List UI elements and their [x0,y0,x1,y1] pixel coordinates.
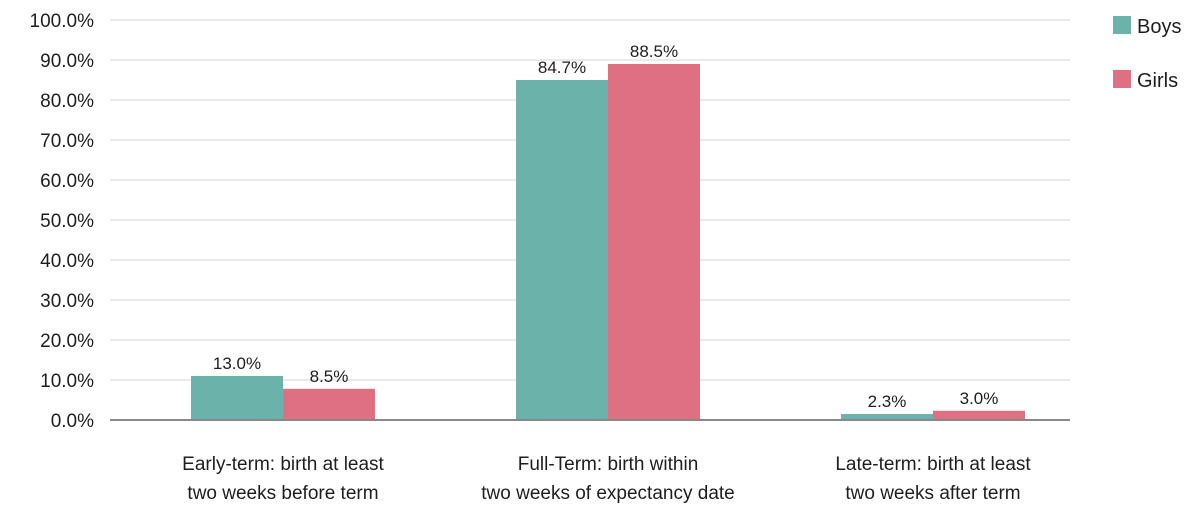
x-category-label-line: two weeks before term [187,483,378,504]
data-label: 88.5% [630,42,678,61]
legend-swatch-girls [1113,70,1131,88]
legend-label-boys: Boys [1137,16,1181,38]
y-tick-label: 10.0% [40,371,94,392]
data-label: 2.3% [868,392,907,411]
bar-boys-2 [841,414,933,420]
y-tick-label: 100.0% [30,11,95,32]
x-category-label: Early-term: birth at least two weeks befo… [182,454,384,504]
y-tick-label: 50.0% [40,211,94,232]
legend-label-girls: Girls [1137,70,1178,92]
y-tick-label: 40.0% [40,251,94,272]
y-tick-label: 20.0% [40,331,94,352]
bar-girls-1 [608,64,700,420]
legend-swatch-boys [1113,16,1131,34]
y-tick-label: 60.0% [40,171,94,192]
data-label: 8.5% [310,367,349,386]
data-label: 13.0% [213,354,261,373]
y-tick-label: 0.0% [51,411,94,432]
x-axis-categories: Early-term: birth at least two weeks befo… [182,454,1031,504]
bar-boys-0 [191,376,283,420]
x-category-label-line: Early-term: birth at least [182,454,384,475]
x-category-label-line: Late-term: birth at least [835,454,1031,475]
bar-boys-1 [516,80,608,420]
legend: Boys Girls [1113,16,1181,92]
x-category-label-line: two weeks after term [845,483,1020,504]
data-label: 84.7% [538,58,586,77]
x-category-label-line: Full-Term: birth within [518,454,699,475]
y-axis-ticks: 0.0% 10.0% 20.0% 30.0% 40.0% 50.0% 60.0% 70.0% 8… [30,11,95,432]
x-category-label: Full-Term: birth within two weeks of expe… [481,454,734,504]
data-label: 3.0% [960,389,999,408]
x-category-label: Late-term: birth at least two weeks after… [835,454,1031,504]
y-tick-label: 80.0% [40,91,94,112]
bar-girls-0 [283,388,375,420]
y-tick-label: 30.0% [40,291,94,312]
y-tick-label: 70.0% [40,131,94,152]
x-category-label-line: two weeks of expectancy date [481,483,734,504]
y-tick-label: 90.0% [40,51,94,72]
data-labels: 13.0% 84.7% 2.3% 8.5% 88.5% 3.0% [213,42,998,411]
bars [191,64,1025,420]
bar-girls-2 [933,410,1025,420]
